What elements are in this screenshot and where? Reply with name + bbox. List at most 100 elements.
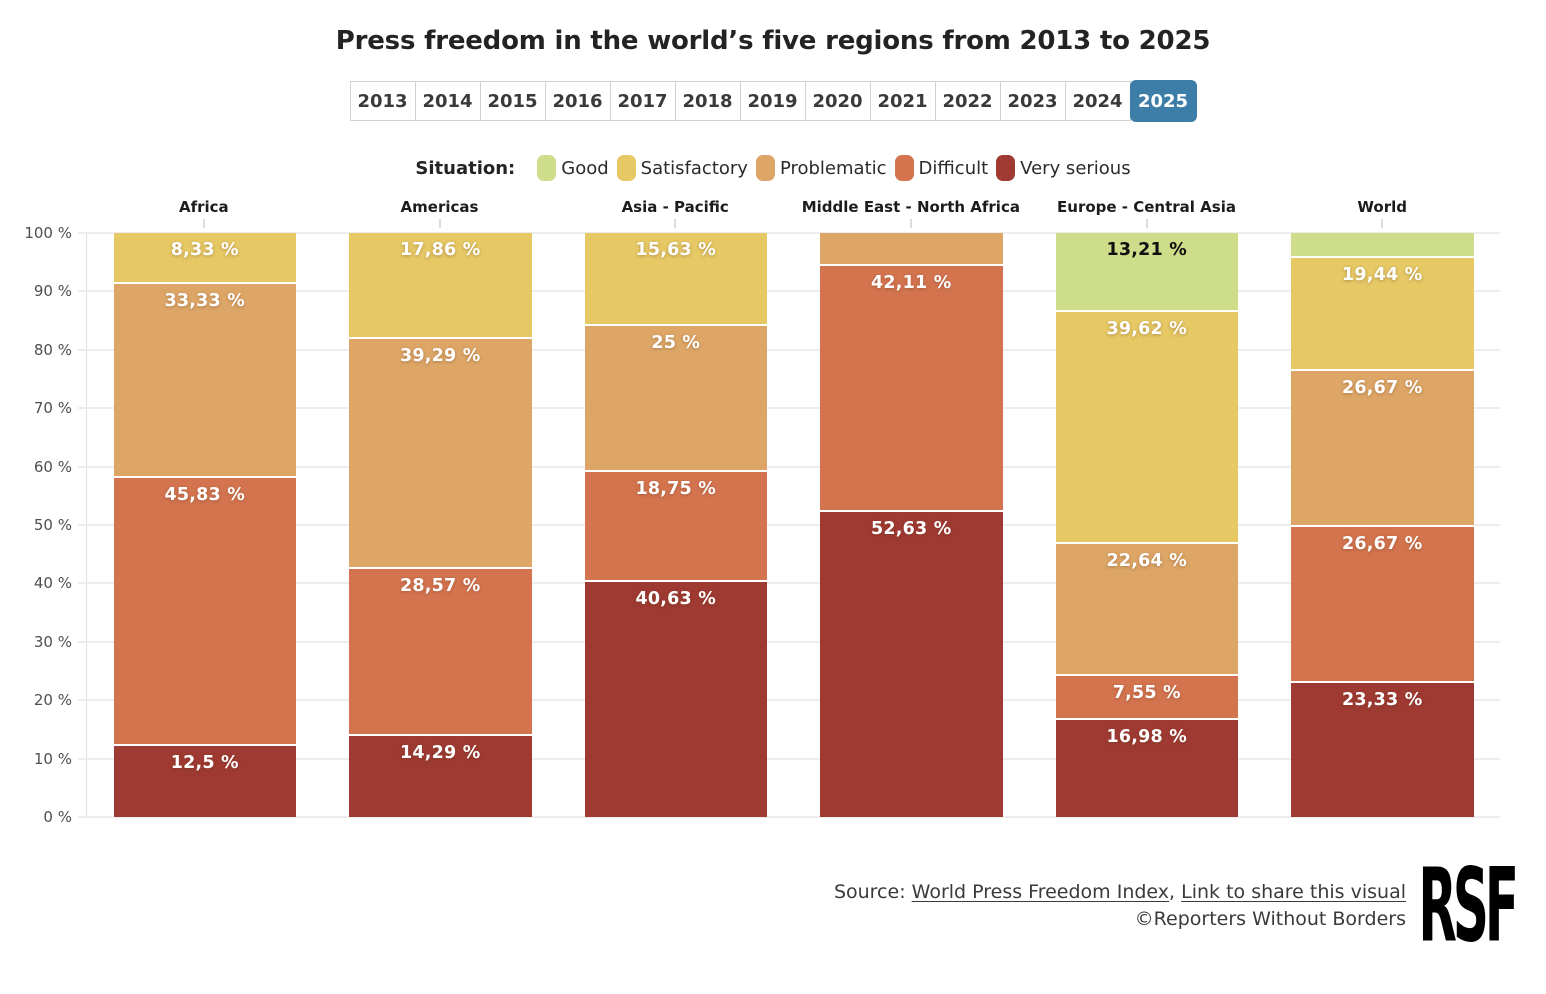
legend-swatch-difficult <box>894 155 914 181</box>
legend-item-problematic: Problematic <box>755 155 887 181</box>
source-link[interactable]: World Press Freedom Index <box>911 881 1170 903</box>
ytick-label-30: 30 % <box>33 632 72 651</box>
region-tick <box>438 219 441 228</box>
legend-items: Good Satisfactory Problematic Difficult Very… <box>529 155 1131 181</box>
gridline-40 <box>78 582 1500 585</box>
segment-africa-very-serious: 12,5 % <box>113 743 296 817</box>
tab-year-2025[interactable]: 2025 <box>1129 80 1197 122</box>
bar-col-asia-pacific: 15,63 % 25 % 18,75 % 40,63 % <box>558 233 794 817</box>
segment-value-label: 26,67 % <box>1342 378 1423 399</box>
segment-value-label: 28,57 % <box>400 575 481 596</box>
gridline-80 <box>78 348 1500 351</box>
region-title-cell-asia-pacific: Asia - Pacific <box>557 198 793 228</box>
segment-world-difficult: 26,67 % <box>1291 524 1474 681</box>
gridline-90 <box>78 290 1500 293</box>
tab-year-2023[interactable]: 2023 <box>999 81 1066 121</box>
tab-year-2017[interactable]: 2017 <box>609 81 676 121</box>
segment-value-label: 15,63 % <box>635 240 716 260</box>
segment-africa-satisfactory: 8,33 % <box>113 233 296 282</box>
segment-value-label: 39,29 % <box>400 346 481 367</box>
segment-asia-pacific-satisfactory: 15,63 % <box>584 233 767 325</box>
segment-europe-central-asia-difficult: 7,55 % <box>1055 673 1238 718</box>
ytick-label-10: 10 % <box>33 749 72 768</box>
legend-swatch-problematic <box>755 155 775 181</box>
region-title: Asia - Pacific <box>621 198 729 216</box>
ytick-label-60: 60 % <box>33 457 72 476</box>
segment-value-label: 39,62 % <box>1106 319 1187 340</box>
ytick-label-70: 70 % <box>33 399 72 418</box>
bar-col-middle-east-north-africa: 42,11 % 52,63 % <box>794 233 1030 817</box>
tab-year-2024[interactable]: 2024 <box>1064 81 1131 121</box>
segment-asia-pacific-difficult: 18,75 % <box>584 470 767 580</box>
source-separator: , <box>1169 881 1182 903</box>
rsf-logo-text: RSF <box>1418 845 1520 966</box>
legend-label: Problematic <box>779 157 887 179</box>
legend-label: Very serious <box>1020 157 1131 179</box>
bars-container: 8,33 % 33,33 % 45,83 % 12,5 % 17,86 % 39,29 %… <box>87 233 1500 817</box>
ytick-label-100: 100 % <box>24 224 72 242</box>
tab-year-2014[interactable]: 2014 <box>414 81 481 121</box>
tab-year-2022[interactable]: 2022 <box>934 81 1001 121</box>
tab-year-2016[interactable]: 2016 <box>544 81 611 121</box>
region-tick <box>202 219 205 228</box>
legend: Situation: Good Satisfactory Problematic Di… <box>0 155 1546 181</box>
segment-value-label: 13,21 % <box>1106 240 1187 260</box>
segment-value-label: 40,63 % <box>635 588 716 609</box>
segment-world-satisfactory: 19,44 % <box>1291 255 1474 370</box>
segment-world-good <box>1291 233 1474 256</box>
tab-year-2018[interactable]: 2018 <box>674 81 741 121</box>
segment-europe-central-asia-very-serious: 16,98 % <box>1055 717 1238 817</box>
segment-value-label: 52,63 % <box>871 518 952 539</box>
bar-col-world: 19,44 % 26,67 % 26,67 % 23,33 % <box>1265 233 1501 817</box>
legend-item-difficult: Difficult <box>894 155 988 181</box>
ytick-label-40: 40 % <box>33 574 72 593</box>
segment-africa-difficult: 45,83 % <box>113 476 296 744</box>
tab-year-2020[interactable]: 2020 <box>804 81 871 121</box>
segment-value-label: 7,55 % <box>1112 682 1181 703</box>
gridline-100 <box>78 232 1500 234</box>
segment-value-label: 19,44 % <box>1342 264 1423 285</box>
region-tick <box>909 219 912 228</box>
stacked-bar-chart: Africa Americas Asia - Pacific Middle East … <box>0 198 1546 826</box>
segment-value-label: 25 % <box>651 333 701 354</box>
legend-label: Good <box>561 157 609 179</box>
page-title: Press freedom in the world’s five region… <box>335 26 1211 56</box>
segment-americas-satisfactory: 17,86 % <box>349 233 532 338</box>
segment-value-label: 14,29 % <box>400 742 481 763</box>
region-title-cell-world: World <box>1264 198 1500 228</box>
plot-area: 0 % 10 % 20 % 30 % 40 % 50 % 60 % 70 % 80 % 90 % 1… <box>24 224 1500 826</box>
legend-item-very-serious: Very serious <box>996 155 1131 181</box>
segment-asia-pacific-problematic: 25 % <box>584 324 767 471</box>
bar-col-africa: 8,33 % 33,33 % 45,83 % 12,5 % <box>87 233 323 817</box>
segment-value-label: 17,86 % <box>400 240 481 260</box>
region-title: Europe - Central Asia <box>1057 198 1236 216</box>
segment-americas-problematic: 39,29 % <box>349 337 532 567</box>
gridline-50 <box>78 524 1500 526</box>
gridline-10 <box>78 757 1500 760</box>
tab-year-2019[interactable]: 2019 <box>739 81 806 121</box>
segment-world-very-serious: 23,33 % <box>1291 680 1474 817</box>
legend-item-satisfactory: Satisfactory <box>616 155 748 181</box>
bar-africa: 8,33 % 33,33 % 45,83 % 12,5 % <box>113 233 296 817</box>
source-line: Source: World Press Freedom Index, Link … <box>834 879 1406 906</box>
gridline-30 <box>78 640 1500 643</box>
footer: Source: World Press Freedom Index, Link … <box>0 854 1546 956</box>
tab-year-2015[interactable]: 2015 <box>479 81 546 121</box>
source-prefix: Source: <box>833 881 912 903</box>
segment-value-label: 26,67 % <box>1342 533 1423 554</box>
segment-asia-pacific-very-serious: 40,63 % <box>584 579 767 817</box>
gridline-20 <box>78 699 1500 702</box>
bar-col-americas: 17,86 % 39,29 % 28,57 % 14,29 % <box>323 233 559 817</box>
region-title: Africa <box>178 198 229 216</box>
tab-year-2013[interactable]: 2013 <box>349 81 416 121</box>
bar-americas: 17,86 % 39,29 % 28,57 % 14,29 % <box>349 233 532 817</box>
legend-label: Satisfactory <box>640 157 748 179</box>
segment-value-label: 42,11 % <box>871 272 952 293</box>
ytick-label-50: 50 % <box>33 516 72 534</box>
share-link[interactable]: Link to share this visual <box>1181 881 1406 903</box>
tab-year-2021[interactable]: 2021 <box>869 81 936 121</box>
segment-world-problematic: 26,67 % <box>1291 369 1474 525</box>
ytick-label-0: 0 % <box>43 808 72 826</box>
segment-middle-east-north-africa-difficult: 42,11 % <box>820 263 1003 510</box>
segment-americas-very-serious: 14,29 % <box>349 733 532 817</box>
